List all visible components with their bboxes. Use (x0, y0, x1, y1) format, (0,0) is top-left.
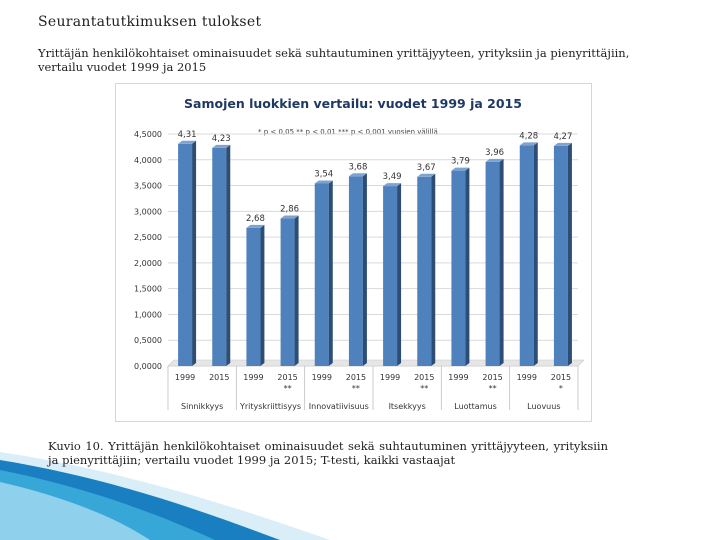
y-tick-label: 4,5000 (134, 130, 162, 139)
group-label: Yrityskriittisyys (239, 402, 301, 411)
bar-side (499, 158, 504, 366)
x-tick-label: 2015 (209, 373, 229, 382)
data-label: 4,28 (519, 131, 538, 141)
data-label: 3,49 (383, 172, 402, 182)
bar-side (533, 142, 538, 366)
x-tick-label: 1999 (312, 373, 332, 382)
x-tick-label: 1999 (448, 373, 468, 382)
group-label: Luottamus (454, 402, 497, 411)
slide-subtitle: Yrittäjän henkilökohtaiset ominaisuudet … (38, 46, 630, 74)
y-tick-label: 0,0000 (134, 362, 162, 371)
y-tick-label: 4,0000 (134, 156, 162, 165)
significance-mark: ** (284, 384, 292, 393)
x-tick-label: 1999 (175, 373, 195, 382)
data-label: 4,31 (178, 130, 197, 140)
bar (348, 176, 363, 366)
bar-side (397, 183, 402, 366)
bar-top (314, 180, 333, 184)
bar (519, 145, 534, 366)
bar-top (280, 215, 299, 219)
significance-mark: * (559, 384, 563, 393)
x-tick-label: 1999 (380, 373, 400, 382)
bar-top (383, 183, 402, 187)
bar-side (362, 173, 367, 366)
bar (314, 183, 329, 366)
bar-side (226, 144, 231, 366)
significance-mark: ** (489, 384, 497, 393)
y-tick-label: 3,5000 (134, 182, 162, 191)
bar (553, 145, 568, 366)
y-tick-label: 1,0000 (134, 310, 162, 319)
chart-canvas: Samojen luokkien vertailu: vuodet 1999 j… (134, 96, 585, 411)
bar-top (212, 144, 231, 148)
bar (383, 186, 398, 366)
data-label: 3,79 (451, 157, 470, 167)
y-tick-label: 1,5000 (134, 285, 162, 294)
chart-title: Samojen luokkien vertailu: vuodet 1999 j… (184, 96, 522, 111)
x-tick-label: 2015 (346, 373, 366, 382)
bar-top (348, 173, 367, 177)
data-label: 2,68 (246, 214, 265, 224)
bar-top (246, 224, 265, 228)
bar-top (178, 140, 197, 144)
bar-side (328, 180, 333, 366)
significance-note: * p < 0,05 ** p < 0,01 *** p < 0,001 vuo… (258, 128, 438, 136)
bar-side (431, 173, 436, 366)
bar-side (294, 215, 299, 366)
bar-chart: Samojen luokkien vertailu: vuodet 1999 j… (115, 83, 592, 422)
significance-mark: ** (420, 384, 428, 393)
data-label: 2,86 (280, 205, 299, 215)
x-tick-label: 1999 (517, 373, 537, 382)
bar (280, 218, 295, 366)
y-tick-label: 3,0000 (134, 207, 162, 216)
bar-side (260, 224, 265, 366)
x-tick-label: 2015 (277, 373, 297, 382)
x-tick-label: 2015 (551, 373, 571, 382)
x-tick-label: 2015 (482, 373, 502, 382)
bar (417, 176, 432, 366)
bar-top (451, 167, 470, 171)
group-label: Innovatiivisuus (309, 402, 369, 411)
significance-mark: ** (352, 384, 360, 393)
data-label: 3,54 (314, 169, 333, 179)
x-tick-label: 1999 (243, 373, 263, 382)
bar-top (417, 173, 436, 177)
x-tick-label: 2015 (414, 373, 434, 382)
bar-top (553, 142, 572, 146)
figure-caption: Kuvio 10. Yrittäjän henkilökohtaiset omi… (48, 439, 608, 467)
data-label: 3,96 (485, 148, 504, 158)
bar (246, 227, 261, 366)
group-label: Itsekkyys (389, 402, 426, 411)
data-label: 4,27 (553, 132, 572, 142)
slide-title: Seurantatutkimuksen tulokset (38, 14, 262, 30)
bar (178, 143, 193, 366)
group-label: Luovuus (527, 402, 560, 411)
data-label: 3,68 (348, 162, 367, 172)
y-tick-label: 2,0000 (134, 259, 162, 268)
bar-side (567, 142, 572, 366)
group-label: Sinnikkyys (181, 402, 223, 411)
y-tick-label: 0,5000 (134, 336, 162, 345)
bar (212, 147, 227, 366)
bar-top (485, 158, 504, 162)
bar (485, 161, 500, 366)
bar-side (192, 140, 197, 366)
bar-side (465, 167, 470, 366)
y-tick-label: 2,5000 (134, 233, 162, 242)
data-label: 4,23 (212, 134, 231, 144)
data-label: 3,67 (417, 163, 436, 173)
bar (451, 170, 466, 366)
bar-top (519, 142, 538, 146)
